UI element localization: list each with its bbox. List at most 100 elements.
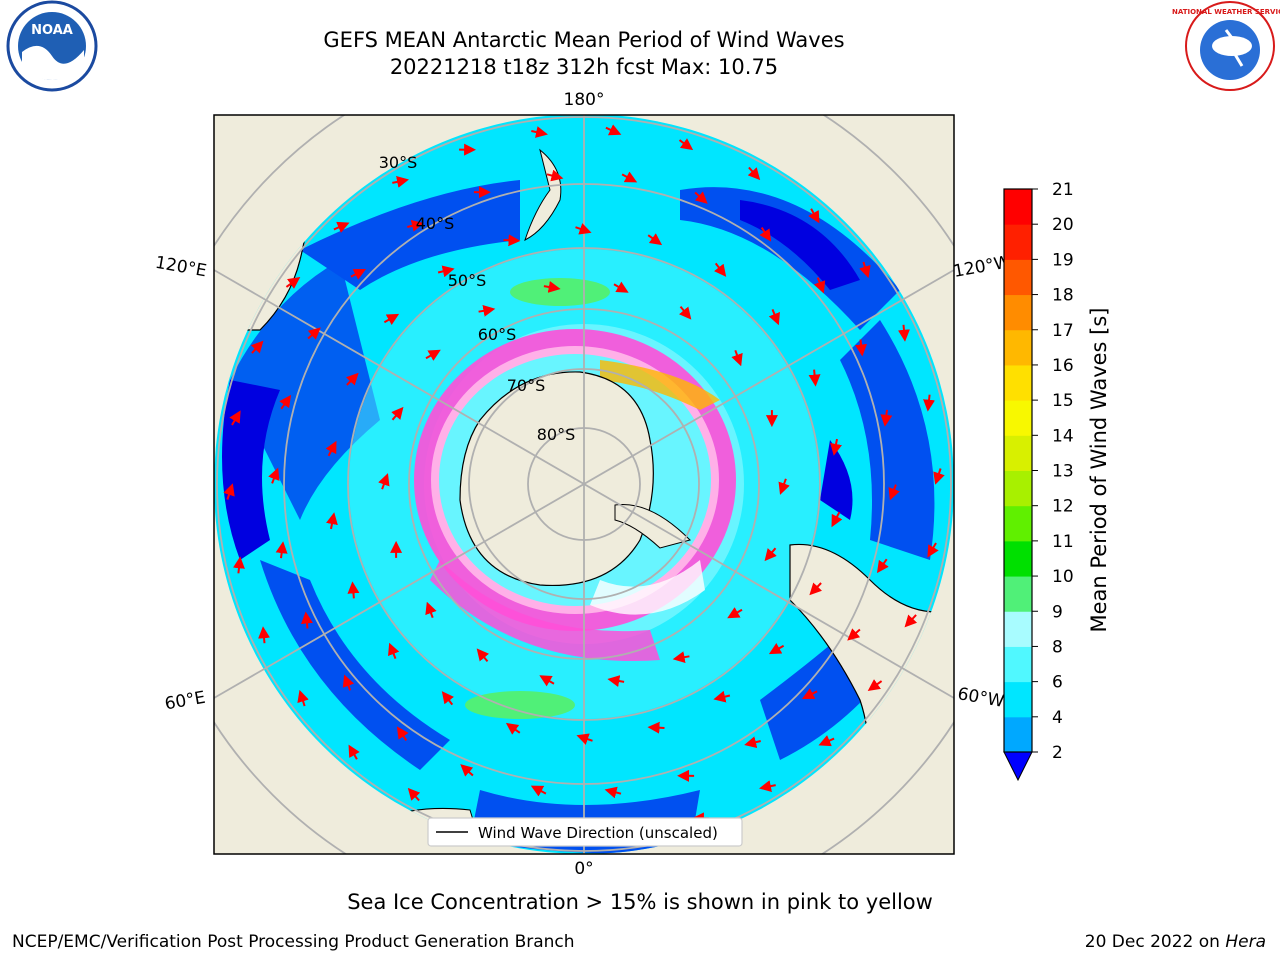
wind-arrow	[378, 473, 390, 490]
colorbar-cell	[1004, 259, 1032, 296]
wind-arrow	[621, 171, 638, 183]
colorbar-tick-label: 4	[1052, 708, 1063, 728]
colorbar-cell	[1004, 540, 1032, 577]
wind-arrow	[342, 674, 355, 691]
lon-label-0: 0°	[574, 859, 593, 879]
colorbar-cell	[1004, 294, 1032, 331]
wind-arrow	[347, 581, 360, 599]
wind-arrow	[672, 651, 690, 664]
lat-label-80s: 80°S	[537, 425, 576, 444]
wind-arrow	[867, 679, 883, 691]
wind-arrow	[801, 688, 818, 700]
wind-arrow	[647, 233, 663, 246]
colorbar-tick-label: 8	[1052, 637, 1063, 657]
colorbar-tick-label: 15	[1052, 391, 1074, 411]
colorbar-cell	[1004, 505, 1032, 542]
colorbar-tick-label: 10	[1052, 567, 1074, 587]
wind-arrow	[607, 675, 625, 687]
wind-arrow	[604, 786, 622, 799]
wind-arrow	[747, 166, 761, 181]
wind-arrow	[297, 689, 309, 707]
wind-arrow	[325, 440, 337, 457]
colorbar-tick-label: 17	[1052, 321, 1074, 341]
lat-label-60s: 60°S	[478, 325, 517, 344]
wind-arrow	[923, 394, 936, 412]
colorbar-label: Mean Period of Wind Waves [s]	[1087, 308, 1111, 633]
nws-logo-icon: NATIONAL WEATHER SERVICE	[1172, 1, 1280, 91]
colorbar-tick-label: 9	[1052, 602, 1063, 622]
wind-arrow	[503, 234, 521, 247]
colorbar-cell	[1004, 400, 1032, 436]
wind-arrow	[808, 369, 821, 387]
wind-arrow	[326, 512, 338, 530]
lon-label-60w: 60°W	[956, 684, 1006, 712]
colorbar-cell	[1004, 716, 1032, 753]
wind-arrow	[714, 262, 727, 277]
wind-arrow	[768, 643, 785, 655]
wind-arrow	[904, 614, 918, 628]
wind-arrow	[478, 304, 496, 317]
wind-arrow	[383, 313, 400, 325]
wind-arrow	[350, 268, 367, 280]
lat-label-70s: 70°S	[507, 376, 546, 395]
footer-credit: NCEP/EMC/Verification Post Processing Pr…	[12, 932, 575, 952]
wind-arrow	[268, 467, 280, 484]
colorbar-cell	[1004, 611, 1032, 647]
wind-arrow	[441, 691, 454, 706]
nws-logo-text: NATIONAL WEATHER SERVICE	[1172, 8, 1280, 16]
footer-date-text: 20 Dec 2022 on	[1084, 932, 1220, 952]
wind-arrow	[927, 542, 939, 558]
footer-date: 20 Dec 2022 on Hera	[1085, 932, 1266, 952]
title-line-1: GEFS MEAN Antarctic Mean Period of Wind …	[323, 28, 845, 52]
wind-arrow	[818, 735, 835, 747]
wind-arrow	[543, 281, 561, 293]
lon-label-180: 180°	[564, 90, 605, 110]
wind-arrow	[407, 219, 424, 232]
wind-arrow	[539, 675, 555, 687]
wind-arrow	[847, 628, 861, 641]
wind-arrow	[576, 733, 593, 745]
wind-arrow	[694, 191, 708, 204]
lon-label-120e: 120°E	[154, 253, 208, 282]
graticule	[214, 115, 954, 854]
wind-arrow	[764, 547, 777, 562]
wind-arrow	[731, 349, 743, 367]
wind-arrow	[300, 611, 313, 629]
wind-arrow	[744, 736, 761, 749]
title-line-2: 20221218 t18z 312h fcst Max: 10.75	[389, 55, 779, 79]
colorbar-extend-arrow	[1003, 751, 1033, 782]
wind-arrow	[613, 281, 629, 293]
wind-arrow	[809, 582, 822, 596]
lat-label-50s: 50°S	[448, 271, 487, 290]
wind-arrow	[530, 785, 547, 797]
colorbar-tick-label: 16	[1052, 356, 1074, 376]
antarctica-land	[459, 371, 654, 587]
legend-label: Wind Wave Direction (unscaled)	[478, 824, 718, 842]
colorbar-tick-label: 18	[1052, 286, 1074, 306]
wind-arrow	[546, 169, 564, 182]
colorbar-cell	[1004, 364, 1032, 401]
wind-arrow	[348, 744, 360, 760]
colorbar-cell	[1004, 224, 1032, 260]
wind-arrow	[396, 726, 409, 741]
wind-arrow	[391, 406, 404, 421]
wind-arrow	[808, 208, 820, 224]
lat-label-40s: 40°S	[416, 214, 455, 233]
lon-label-60e: 60°E	[163, 688, 207, 715]
wind-arrow	[679, 305, 692, 320]
wind-arrow	[275, 541, 288, 559]
wind-arrow	[713, 690, 731, 703]
wind-arrow	[759, 227, 772, 242]
wind-arrow	[768, 309, 780, 326]
wind-arrow	[388, 642, 400, 659]
wind-arrow	[531, 126, 548, 138]
wind-arrow	[933, 468, 945, 485]
wind-arrow	[285, 277, 301, 289]
wind-arrow	[505, 722, 521, 735]
wind-arrow	[223, 483, 235, 500]
wind-arrow	[876, 558, 889, 574]
wind-arrow	[678, 138, 694, 151]
wind-arrow	[727, 607, 743, 619]
wind-arrow	[605, 124, 622, 136]
footer-machine: Hera	[1225, 932, 1266, 952]
